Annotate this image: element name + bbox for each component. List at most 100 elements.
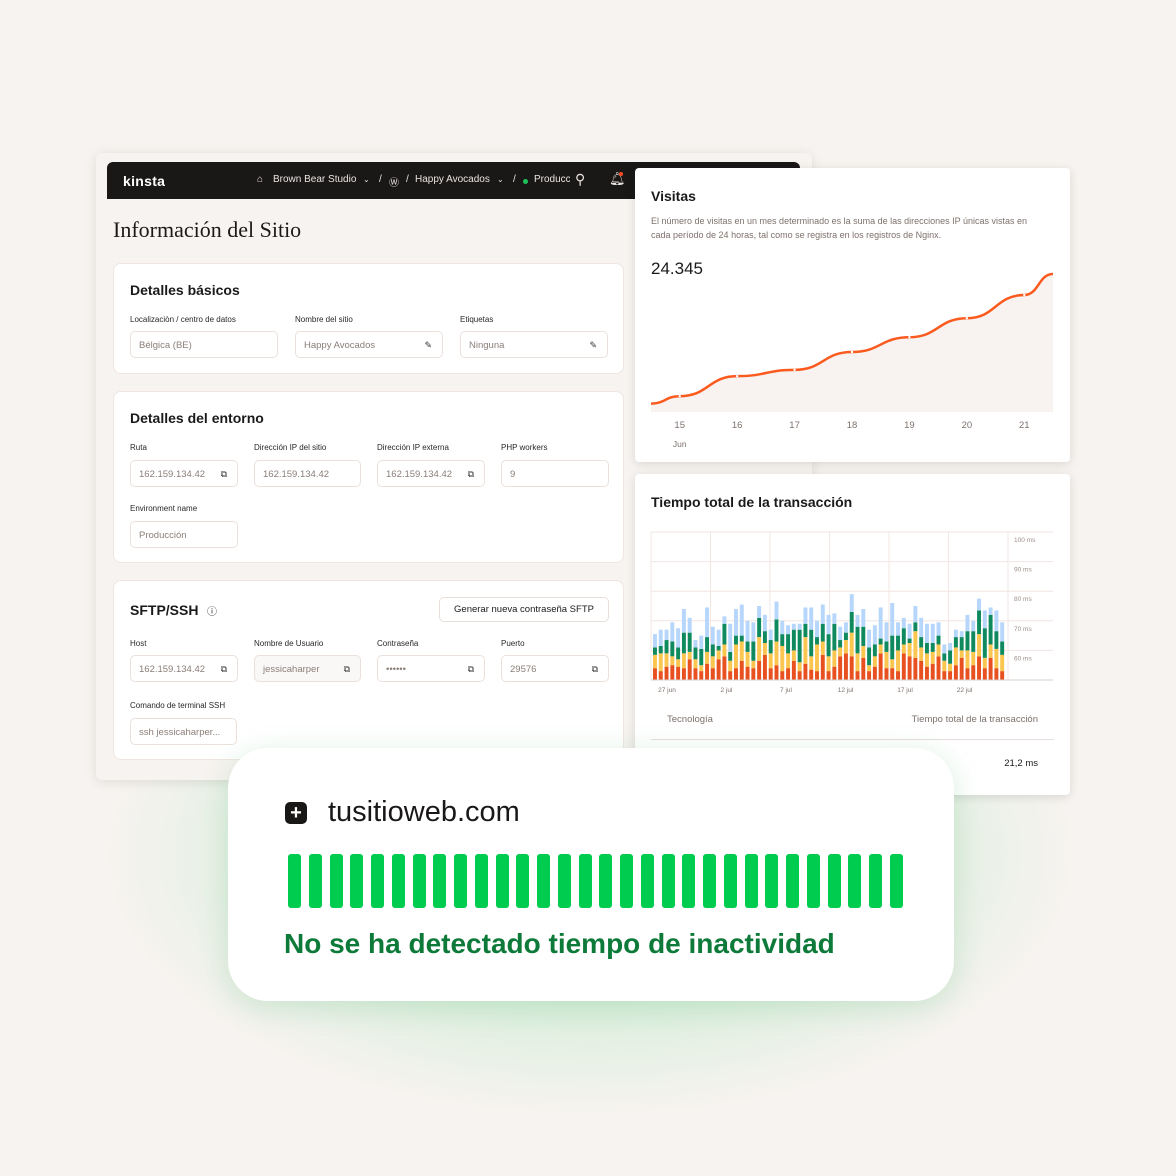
uptime-day-bar[interactable] bbox=[723, 854, 737, 908]
uptime-day-bar[interactable] bbox=[744, 854, 758, 908]
bar-segment bbox=[936, 622, 941, 636]
uptime-day-bar[interactable] bbox=[889, 854, 903, 908]
uptime-day-bar[interactable] bbox=[350, 854, 364, 908]
bar-segment bbox=[757, 617, 762, 638]
uptime-day-bar[interactable] bbox=[661, 854, 675, 908]
uptime-day-bar[interactable] bbox=[703, 854, 716, 908]
tags-field[interactable]: Ninguna ✎ bbox=[460, 331, 608, 358]
uptime-day-bar[interactable] bbox=[474, 854, 488, 908]
edit-icon[interactable]: ✎ bbox=[589, 340, 597, 350]
uptime-day-bar[interactable] bbox=[682, 854, 696, 908]
bar-segment bbox=[1000, 622, 1005, 642]
copy-icon[interactable]: ⧉ bbox=[220, 469, 227, 479]
username-field[interactable]: jessicaharper ⧉ bbox=[254, 655, 361, 682]
uptime-day-bar[interactable] bbox=[391, 854, 405, 908]
field-value: Bélgica (BE) bbox=[139, 340, 192, 351]
bar-segment bbox=[820, 604, 825, 624]
route-field[interactable]: 162.159.134.42 ⧉ bbox=[130, 460, 238, 487]
copy-icon[interactable]: ⧉ bbox=[591, 664, 598, 674]
bar-segment bbox=[959, 631, 964, 638]
basic-details-card: Detalles básicos Localizaciòn / centro d… bbox=[113, 263, 624, 374]
uptime-day-bar[interactable] bbox=[308, 854, 322, 908]
uptime-day-bar[interactable] bbox=[433, 854, 447, 908]
breadcrumb-site[interactable]: Happy Avocados bbox=[415, 174, 490, 185]
x-tick-label: 7 jul bbox=[780, 687, 792, 694]
bar-segment bbox=[994, 648, 999, 669]
copy-icon[interactable]: ⧉ bbox=[343, 664, 350, 674]
bar-segment bbox=[803, 637, 808, 664]
bar-segment bbox=[774, 641, 779, 666]
site-name-field[interactable]: Happy Avocados ✎ bbox=[295, 331, 443, 358]
section-title: SFTP/SSH bbox=[130, 602, 199, 618]
bar-segment bbox=[965, 650, 970, 669]
help-icon[interactable]: ⓘ bbox=[207, 607, 217, 618]
uptime-day-bar[interactable] bbox=[288, 854, 301, 908]
bar-segment bbox=[965, 631, 970, 651]
home-icon: ⌂ bbox=[257, 174, 264, 185]
uptime-day-bar[interactable] bbox=[599, 854, 613, 908]
bar-segment bbox=[687, 651, 692, 660]
environment-name-field[interactable]: Producción bbox=[130, 521, 238, 548]
site-ip-field[interactable]: 162.159.134.42 bbox=[254, 460, 361, 487]
bar-segment bbox=[716, 629, 721, 646]
host-field[interactable]: 162.159.134.42 ⧉ bbox=[130, 655, 238, 682]
copy-icon[interactable]: ⧉ bbox=[467, 469, 474, 479]
bar-segment bbox=[658, 653, 663, 672]
chevron-down-icon[interactable]: ⌄ bbox=[363, 175, 370, 184]
x-tick-label: 20 bbox=[962, 420, 973, 431]
uptime-day-bar[interactable] bbox=[537, 854, 550, 908]
uptime-day-bar[interactable] bbox=[620, 854, 633, 908]
bar-segment bbox=[942, 644, 947, 654]
copy-icon[interactable]: ⧉ bbox=[467, 664, 474, 674]
uptime-day-bar[interactable] bbox=[371, 854, 384, 908]
uptime-day-bar[interactable] bbox=[640, 854, 654, 908]
location-field[interactable]: Bélgica (BE) bbox=[130, 331, 278, 358]
y-tick-label: 60 ms bbox=[1014, 655, 1032, 662]
bar-segment bbox=[687, 632, 692, 652]
bar-segment bbox=[948, 663, 953, 672]
plus-icon[interactable]: + bbox=[285, 802, 307, 824]
external-ip-field[interactable]: 162.159.134.42 ⧉ bbox=[377, 460, 485, 487]
visits-total: 24.345 bbox=[651, 259, 703, 278]
edit-icon[interactable]: ✎ bbox=[424, 340, 432, 350]
php-workers-field[interactable]: 9 bbox=[501, 460, 609, 487]
search-icon[interactable]: ⚲ bbox=[575, 171, 586, 187]
port-field[interactable]: 29576 ⧉ bbox=[501, 655, 609, 682]
uptime-day-bar[interactable] bbox=[578, 854, 592, 908]
ssh-command-field[interactable]: ssh jessicaharper... bbox=[130, 718, 237, 745]
x-tick-label: 2 jul bbox=[721, 687, 733, 694]
bar-segment bbox=[768, 653, 773, 669]
bar-segment bbox=[751, 622, 756, 642]
table-header-technology: Tecnología bbox=[667, 714, 713, 725]
uptime-day-bar[interactable] bbox=[765, 854, 779, 908]
generate-sftp-password-button[interactable]: Generar nueva contraseña SFTP bbox=[439, 597, 609, 622]
field-label: Contraseña bbox=[377, 639, 419, 648]
bar-segment bbox=[705, 663, 710, 680]
bar-segment bbox=[942, 671, 947, 680]
copy-icon[interactable]: ⧉ bbox=[220, 664, 227, 674]
bar-segment bbox=[867, 629, 872, 648]
uptime-day-bar[interactable] bbox=[557, 854, 571, 908]
uptime-day-bar[interactable] bbox=[412, 854, 426, 908]
uptime-day-bar[interactable] bbox=[806, 854, 820, 908]
breadcrumb-company[interactable]: Brown Bear Studio bbox=[273, 174, 357, 185]
bar-segment bbox=[843, 640, 848, 654]
uptime-day-bar[interactable] bbox=[827, 854, 841, 908]
chevron-down-icon[interactable]: ⌄ bbox=[497, 175, 504, 184]
uptime-day-bar[interactable] bbox=[516, 854, 530, 908]
uptime-day-bar[interactable] bbox=[848, 854, 862, 908]
password-field[interactable]: •••••• ⧉ bbox=[377, 655, 485, 682]
breadcrumb-environment[interactable]: Producc bbox=[534, 174, 570, 185]
field-label: Ruta bbox=[130, 443, 147, 452]
uptime-day-bar[interactable] bbox=[454, 854, 467, 908]
bar-segment bbox=[687, 659, 692, 680]
uptime-day-bar[interactable] bbox=[786, 854, 799, 908]
uptime-day-bar[interactable] bbox=[329, 854, 343, 908]
bar-segment bbox=[913, 622, 918, 632]
bar-segment bbox=[849, 594, 854, 612]
uptime-day-bar[interactable] bbox=[869, 854, 882, 908]
uptime-day-bar[interactable] bbox=[495, 854, 509, 908]
visits-point bbox=[793, 368, 796, 372]
bar-segment bbox=[959, 650, 964, 658]
field-label: Puerto bbox=[501, 639, 525, 648]
